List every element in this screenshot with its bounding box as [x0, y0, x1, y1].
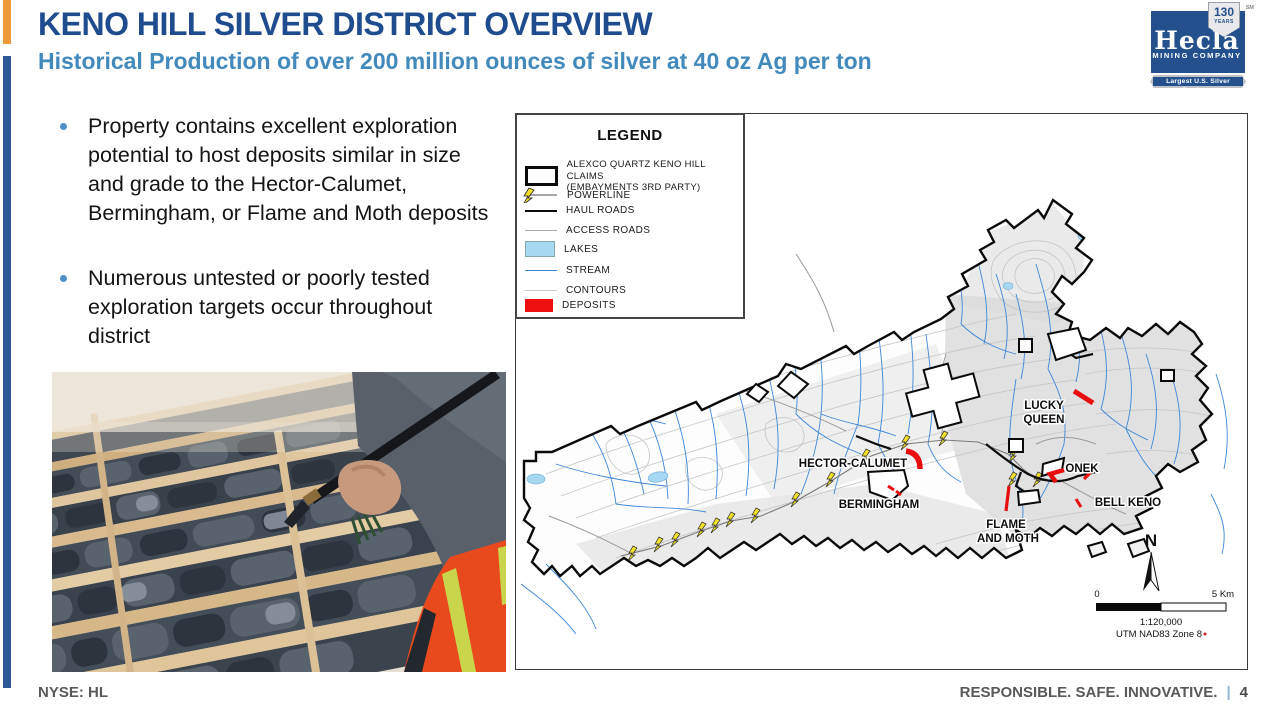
service-mark: SM — [1245, 5, 1254, 11]
bullet-dot — [60, 275, 67, 282]
legend-contours-label: CONTOURS — [566, 285, 627, 296]
access-road-line-icon — [525, 230, 557, 231]
contour-line-icon — [525, 290, 557, 291]
legend-item-contours: CONTOURS — [525, 285, 626, 296]
legend-item-lakes: LAKES — [525, 241, 598, 257]
scale-bar: 0 5 Km 1:120,000 UTM NAD83 Zone 8 — [1094, 589, 1234, 640]
powerline-bolt-icon — [523, 187, 557, 203]
hecla-logo-company: MINING COMPANY — [1152, 51, 1242, 60]
north-letter: N — [1145, 531, 1157, 550]
drill-core-photo-art — [52, 372, 506, 672]
detached-claim-blocks — [1086, 537, 1151, 559]
legend-item-stream: STREAM — [525, 265, 610, 276]
footer-separator: | — [1226, 684, 1231, 701]
map-label-queen: QUEEN — [1024, 414, 1065, 426]
map-label-lucky: LUCKY — [1024, 400, 1064, 412]
map-label-bell-keno: BELL KENO — [1095, 497, 1161, 509]
footer-tagline: RESPONSIBLE. SAFE. INNOVATIVE. — [959, 684, 1218, 701]
legend-stream-label: STREAM — [566, 265, 611, 276]
scale-start: 0 — [1094, 589, 1099, 600]
bullet-text: Numerous untested or poorly tested explo… — [88, 266, 433, 348]
scale-end: 5 Km — [1212, 589, 1234, 600]
legend-haul-label: HAUL ROADS — [566, 205, 635, 216]
haul-road-line-icon — [525, 209, 557, 212]
map-label-onek: ONEK — [1065, 463, 1099, 475]
bullet-text: Property contains excellent exploration … — [88, 114, 489, 225]
map-label-hector-calumet: HECTOR-CALUMET — [799, 458, 907, 470]
map-labels: HECTOR-CALUMET BERMINGHAM LUCKY QUEEN ON… — [797, 399, 1162, 547]
legend-item-access-roads: ACCESS ROADS — [525, 225, 650, 236]
scale-ratio: 1:120,000 — [1140, 617, 1182, 628]
map-legend: LEGEND ALEXCO QUARTZ KENO HILL CLAIMS (E… — [515, 113, 745, 319]
claims-swatch-icon — [525, 166, 558, 187]
north-arrow-icon: N — [1143, 531, 1160, 592]
bullet-dot — [60, 123, 67, 130]
legend-access-label: ACCESS ROADS — [566, 225, 651, 236]
page-subtitle: Historical Production of over 200 millio… — [38, 48, 872, 74]
stream-line-icon — [525, 270, 557, 271]
badge-unit: YEARS — [1214, 19, 1234, 25]
stock-ticker: NYSE: HL — [38, 684, 109, 701]
page-number: 4 — [1239, 684, 1248, 701]
district-map: HECTOR-CALUMET BERMINGHAM LUCKY QUEEN ON… — [515, 113, 1248, 670]
legend-item-haul-roads: HAUL ROADS — [525, 205, 635, 216]
claim-boundary — [522, 198, 1214, 578]
legend-lakes-label: LAKES — [564, 243, 599, 255]
legend-item-claims: ALEXCO QUARTZ KENO HILL CLAIMS (EMBAYMEN… — [525, 159, 743, 194]
page-title: KENO HILL SILVER DISTRICT OVERVIEW — [38, 6, 653, 42]
legend-item-powerline: POWERLINE — [521, 187, 631, 203]
access-roads-layer — [548, 253, 1127, 555]
claim-holes — [745, 326, 1175, 507]
bullet-item: Property contains excellent exploration … — [60, 112, 500, 228]
lakes-swatch-icon — [525, 241, 555, 257]
map-label-and-moth: AND MOTH — [977, 533, 1039, 545]
legend-claims-line2: (EMBAYMENTS 3RD PARTY) — [566, 182, 701, 193]
deposits-swatch-icon — [525, 299, 553, 312]
powerline-layer — [620, 430, 1062, 562]
streams-outside — [520, 373, 1228, 635]
scale-datum: UTM NAD83 Zone 8 — [1116, 629, 1202, 640]
hecla-logo-tagline: Largest U.S. Silver Producer — [1153, 77, 1243, 88]
hecla-logo-ribbon: Largest U.S. Silver Producer — [1150, 75, 1246, 88]
legend-item-deposits: DEPOSITS — [525, 299, 616, 312]
legend-claims-line1: ALEXCO QUARTZ KENO HILL CLAIMS — [566, 159, 706, 182]
drill-core-photo — [52, 372, 506, 672]
worker-arm — [284, 372, 506, 672]
footer-right: RESPONSIBLE. SAFE. INNOVATIVE. | 4 — [960, 684, 1248, 701]
bullet-list: Property contains excellent exploration … — [60, 112, 500, 387]
bullet-item: Numerous untested or poorly tested explo… — [60, 264, 500, 351]
hecla-logo: Hecla MINING COMPANY 130 YEARS SM Larges… — [1150, 2, 1254, 90]
accent-bar-blue — [3, 56, 11, 688]
legend-title: LEGEND — [597, 127, 663, 144]
map-label-flame: FLAME — [986, 519, 1026, 531]
datum-mark — [1203, 632, 1207, 636]
map-label-bermingham: BERMINGHAM — [839, 499, 920, 511]
legend-powerline-label: POWERLINE — [567, 189, 631, 201]
deposits-layer — [887, 388, 1095, 512]
map-svg: HECTOR-CALUMET BERMINGHAM LUCKY QUEEN ON… — [520, 198, 1234, 640]
badge-number: 130 — [1213, 5, 1235, 19]
accent-bar-orange — [3, 0, 11, 44]
legend-deposits-label: DEPOSITS — [562, 300, 616, 311]
